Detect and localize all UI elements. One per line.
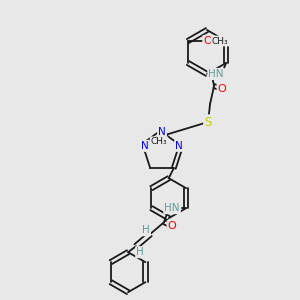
- Text: CH₃: CH₃: [212, 37, 228, 46]
- Text: HN: HN: [208, 69, 224, 79]
- Text: O: O: [204, 36, 212, 46]
- Text: S: S: [204, 116, 212, 128]
- Text: O: O: [218, 84, 226, 94]
- Text: N: N: [175, 141, 183, 151]
- Text: HN: HN: [164, 203, 180, 213]
- Text: CH₃: CH₃: [151, 137, 167, 146]
- Text: H: H: [136, 247, 144, 257]
- Text: N: N: [158, 127, 166, 137]
- Text: O: O: [168, 221, 176, 231]
- Text: N: N: [141, 141, 149, 151]
- Text: H: H: [142, 225, 150, 235]
